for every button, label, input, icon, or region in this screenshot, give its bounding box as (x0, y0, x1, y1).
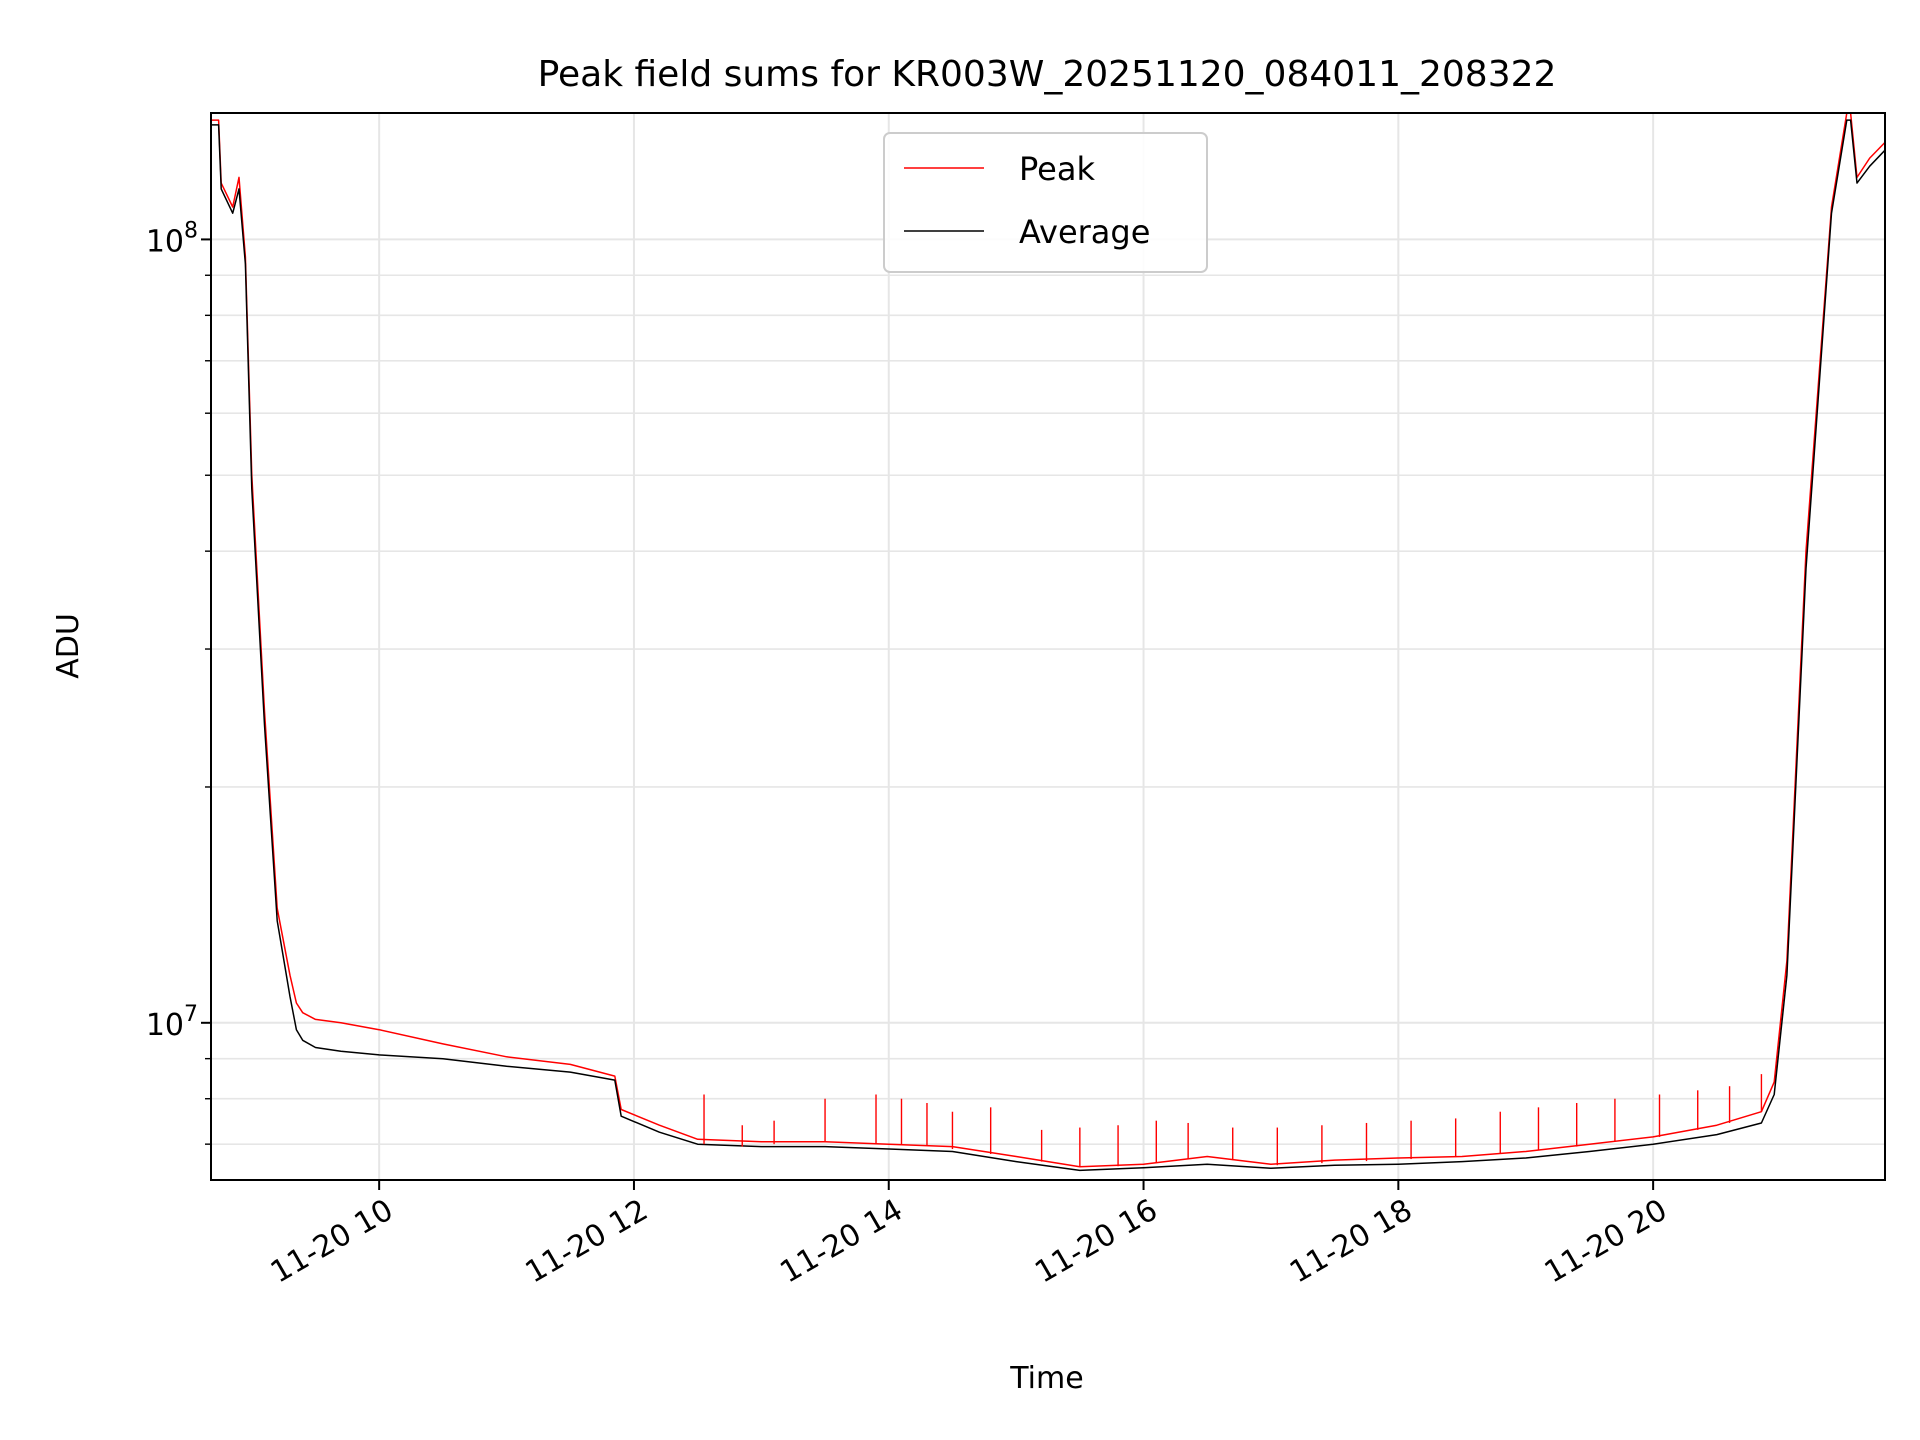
plot-frame (210, 112, 1886, 1181)
legend: Peak Average (883, 132, 1208, 273)
series-line-peak (211, 112, 1886, 1168)
x-axis-label: Time (1009, 1361, 1083, 1396)
chart-title: Peak field sums for KR003W_20251120_0840… (538, 54, 1557, 95)
series-peak (211, 112, 1886, 1168)
plot-lines (211, 112, 1886, 1172)
series-line-average (211, 119, 1886, 1172)
legend-average-label: Average (1019, 213, 1150, 251)
grid (211, 113, 1885, 1180)
series-average (211, 119, 1886, 1172)
y-axis-label: ADU (51, 613, 86, 679)
legend-peak-label: Peak (1019, 150, 1095, 188)
y-tick-label: 108 (146, 218, 198, 259)
y-tick-label: 107 (146, 1002, 198, 1043)
